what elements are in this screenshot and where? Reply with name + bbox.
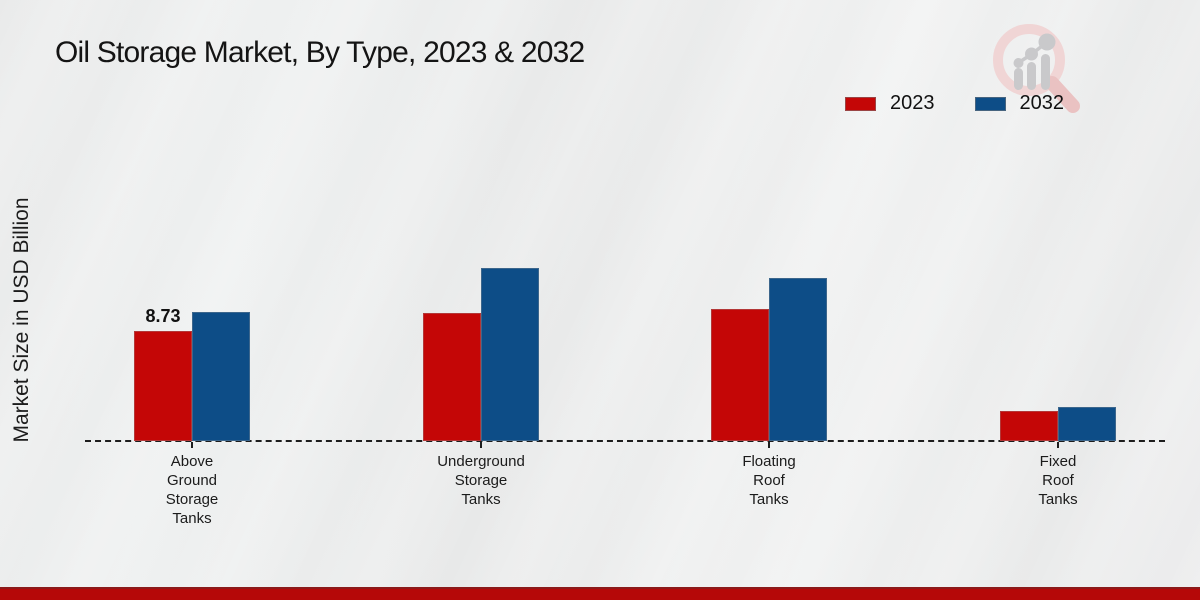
bar-2023-cat1: [423, 313, 481, 441]
legend-label: 2023: [890, 92, 935, 114]
bar-2032-cat2: [769, 278, 827, 441]
legend: 2023 2032: [845, 92, 1064, 115]
bar-2032-cat1: [481, 268, 539, 441]
legend-label: 2032: [1019, 92, 1065, 114]
x-axis-tick: [480, 442, 482, 448]
data-label: 8.73: [145, 306, 181, 326]
bar-2032-cat0: [192, 312, 250, 441]
chart-title: Oil Storage Market, By Type, 2023 & 2032: [55, 36, 585, 69]
x-axis-category-label: Above Ground Storage Tanks: [165, 453, 219, 527]
legend-item-2032: 2032: [974, 92, 1065, 115]
legend-swatch: [845, 96, 876, 111]
bar-2023-cat2: [711, 309, 769, 441]
legend-swatch: [974, 96, 1006, 111]
bar-2023-cat0: [134, 331, 192, 441]
x-axis-tick: [768, 442, 770, 448]
footer-stripe: [0, 587, 1200, 600]
x-axis-category-label: Underground Storage Tanks: [437, 453, 525, 508]
magnifier-chart-logo-icon: [993, 24, 1080, 113]
x-axis-tick: [1057, 442, 1059, 448]
bar-2023-cat3: [1000, 411, 1058, 441]
x-axis-tick: [191, 442, 193, 448]
legend-item-2023: 2023: [845, 92, 935, 115]
x-axis-category-label: Fixed Roof Tanks: [1038, 453, 1078, 508]
x-axis-baseline: [85, 440, 1165, 442]
bar-2032-cat3: [1058, 407, 1116, 441]
x-axis-category-label: Floating Roof Tanks: [742, 453, 796, 508]
